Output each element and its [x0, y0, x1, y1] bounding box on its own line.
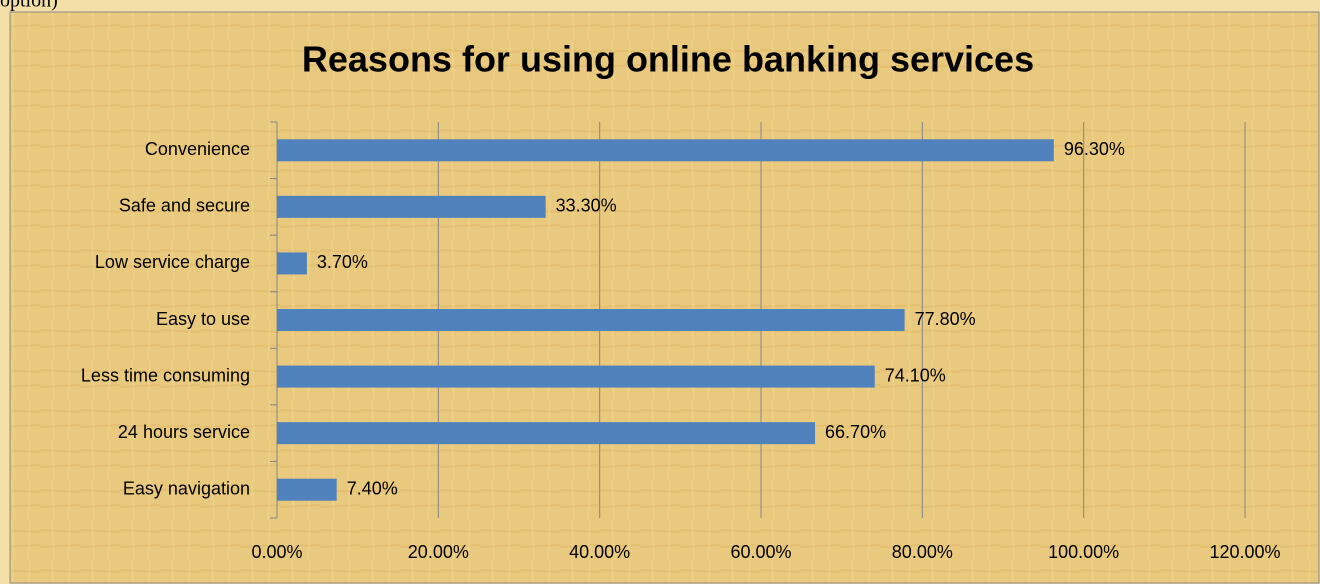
bar: [277, 478, 337, 501]
data-label: 77.80%: [915, 309, 976, 329]
x-tick-label: 60.00%: [730, 542, 791, 562]
data-label: 66.70%: [825, 422, 886, 442]
x-tick-label: 20.00%: [408, 542, 469, 562]
x-tick-label: 80.00%: [892, 542, 953, 562]
x-tick-label: 40.00%: [569, 542, 630, 562]
x-tick-label: 0.00%: [251, 542, 302, 562]
y-tick-label: Convenience: [145, 139, 250, 159]
data-label: 96.30%: [1064, 139, 1125, 159]
bar: [277, 365, 875, 388]
x-tick-label: 120.00%: [1209, 542, 1280, 562]
data-label: 3.70%: [317, 252, 368, 272]
data-label: 33.30%: [556, 196, 617, 216]
caption: option): [0, 0, 58, 12]
y-tick-label: Easy to use: [156, 309, 250, 329]
y-tick-label: 24 hours service: [118, 422, 250, 442]
bar: [277, 252, 307, 275]
bar: [277, 195, 546, 218]
chart-title: Reasons for using online banking service…: [302, 39, 1034, 80]
y-tick-label: Safe and secure: [119, 196, 250, 216]
bar: [277, 309, 905, 331]
data-label: 74.10%: [885, 365, 946, 385]
x-tick-label: 100.00%: [1048, 542, 1119, 562]
bar: [277, 422, 816, 445]
data-label: 7.40%: [347, 478, 398, 498]
y-tick-label: Low service charge: [95, 252, 250, 272]
bar: [277, 139, 1054, 162]
y-tick-label: Less time consuming: [81, 365, 250, 385]
chart-frame: [9, 11, 1320, 584]
y-tick-label: Easy navigation: [123, 478, 250, 498]
